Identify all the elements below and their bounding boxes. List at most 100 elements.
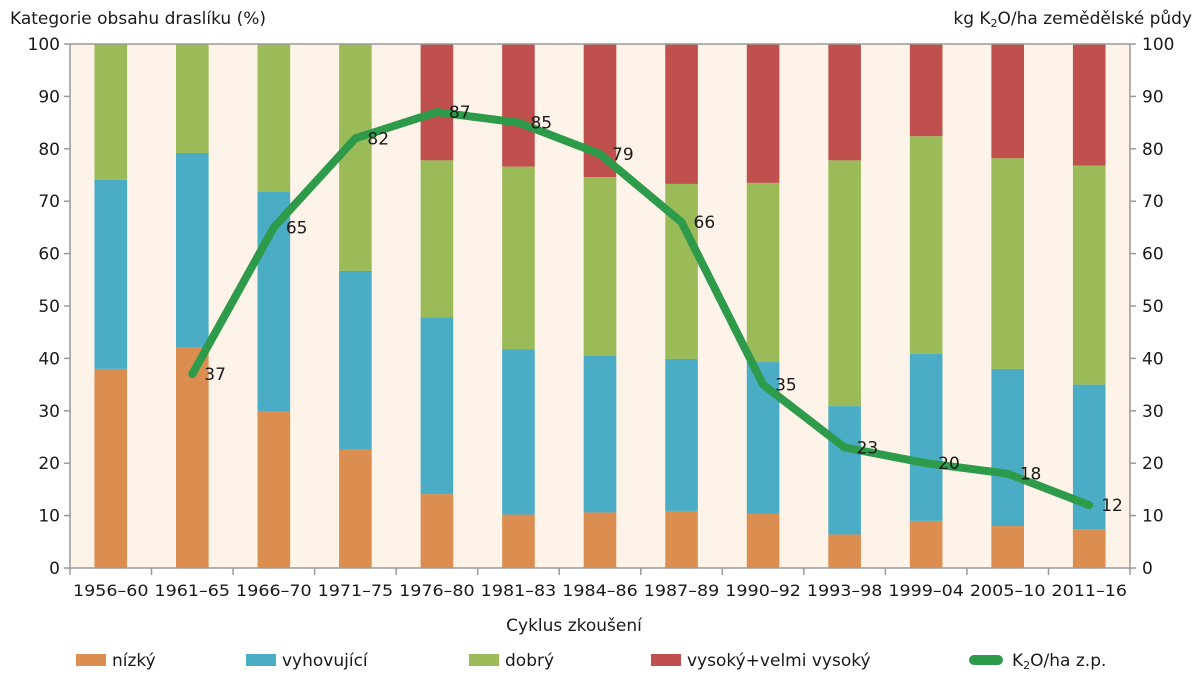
bar-segment-4 — [746, 44, 780, 183]
legend-item-4: vysoký+velmi vysoký — [651, 651, 871, 671]
bar-segment-4 — [420, 44, 454, 161]
k2o-data-label: 66 — [694, 213, 716, 233]
bar-segment-4 — [1072, 44, 1106, 166]
bar-segment-1 — [94, 368, 128, 568]
bar-segment-3 — [1072, 165, 1106, 385]
bar-segment-3 — [257, 44, 291, 192]
x-tick-label: 1984–86 — [562, 581, 638, 600]
y-tick-label-right: 90 — [1142, 87, 1164, 107]
bar-segment-3 — [339, 44, 372, 271]
legend-swatch — [651, 654, 681, 666]
y-tick-label-left: 80 — [38, 140, 60, 160]
bar-segment-2 — [991, 368, 1024, 527]
k2o-data-label: 85 — [530, 114, 552, 134]
k2o-data-label: 35 — [775, 376, 797, 396]
x-tick-label: 1981–83 — [481, 581, 557, 600]
x-tick-label: 1956–60 — [73, 581, 149, 600]
bar-segment-2 — [909, 353, 943, 521]
legend-label: nízký — [112, 651, 156, 671]
legend-label: dobrý — [505, 651, 554, 671]
bar-segment-1 — [665, 510, 698, 568]
bar-segment-3 — [420, 160, 454, 318]
y-tick-label-right: 40 — [1142, 349, 1164, 369]
y-tick-label-right: 60 — [1142, 245, 1164, 265]
bar-segment-3 — [991, 158, 1024, 369]
x-tick-label: 1999–04 — [888, 581, 964, 600]
y-tick-label-left: 30 — [38, 402, 60, 422]
labels-layer: 0 0 10 10 20 20 30 30 40 40 50 50 60 60 70 70 80 80 90 90 10… — [28, 35, 1175, 600]
k2o-data-label: 79 — [612, 145, 634, 165]
legend-label: K2O/ha z.p. — [1012, 651, 1106, 672]
k2o-data-label: 20 — [938, 454, 960, 474]
y-axis-right-title: kg K2O/ha zemědělské půdy — [953, 9, 1192, 30]
y-tick-label-right: 0 — [1142, 559, 1153, 579]
bar-segment-1 — [828, 534, 861, 568]
bar-segment-2 — [502, 349, 535, 515]
bar-segment-3 — [176, 44, 209, 153]
legend-item-2: vyhovující — [246, 651, 369, 671]
x-axis-title: Cyklus zkoušení — [506, 616, 643, 636]
k2o-data-label: 23 — [857, 438, 879, 458]
y-tick-label-left: 50 — [38, 297, 60, 317]
y-tick-label-right: 10 — [1142, 507, 1164, 527]
y-tick-label-left: 20 — [38, 454, 60, 474]
bar-segment-2 — [94, 179, 128, 369]
y-tick-label-right: 100 — [1142, 35, 1174, 55]
bar-segment-1 — [909, 520, 943, 568]
x-tick-label: 2011–16 — [1051, 581, 1127, 600]
y-tick-label-left: 60 — [38, 245, 60, 265]
bar-segment-3 — [746, 182, 780, 363]
y-tick-label-right: 20 — [1142, 454, 1164, 474]
k2o-data-label: 37 — [204, 365, 226, 385]
k2o-data-label: 87 — [449, 103, 471, 123]
bar-segment-1 — [176, 347, 209, 568]
bar-segment-4 — [828, 44, 861, 161]
y-tick-label-right: 30 — [1142, 402, 1164, 422]
bar-segment-1 — [502, 514, 535, 568]
y-tick-label-left: 40 — [38, 349, 60, 369]
k2o-data-label: 18 — [1020, 465, 1042, 485]
x-tick-label: 1990–92 — [725, 581, 801, 600]
legend-label: vyhovující — [282, 651, 369, 671]
k2o-data-label: 82 — [367, 129, 389, 149]
bar-segment-2 — [828, 406, 861, 535]
legend-item-3: dobrý — [469, 651, 554, 671]
k2o-data-label: 65 — [286, 218, 308, 238]
y-tick-label-left: 90 — [38, 87, 60, 107]
bar-segment-4 — [991, 44, 1024, 159]
bar-segment-2 — [665, 358, 698, 511]
x-tick-label: 1993–98 — [807, 581, 883, 600]
bar-segment-1 — [583, 512, 617, 568]
axes-layer — [64, 43, 1136, 575]
y-tick-label-right: 80 — [1142, 140, 1164, 160]
legend-swatch — [76, 654, 106, 666]
bar-segment-2 — [420, 317, 454, 495]
x-tick-label: 1961–65 — [155, 581, 231, 600]
x-tick-label: 1971–75 — [318, 581, 394, 600]
x-tick-label: 1987–89 — [644, 581, 720, 600]
x-tick-label: 1966–70 — [236, 581, 312, 600]
bar-segment-4 — [909, 44, 943, 137]
bars-layer — [94, 44, 1106, 568]
bar-segment-1 — [420, 494, 454, 568]
legend-swatch — [246, 654, 276, 666]
y-axis-left-title: Kategorie obsahu draslíku (%) — [10, 9, 266, 29]
bar-segment-3 — [94, 44, 128, 180]
k2o-data-label: 12 — [1101, 496, 1123, 516]
bar-segment-1 — [257, 411, 291, 568]
y-tick-label-right: 70 — [1142, 192, 1164, 212]
bar-segment-3 — [909, 136, 943, 354]
y-tick-label-left: 100 — [28, 35, 60, 55]
y-tick-label-left: 70 — [38, 192, 60, 212]
bar-segment-3 — [502, 166, 535, 350]
legend-item-1: nízký — [76, 651, 156, 671]
bar-segment-3 — [583, 177, 617, 356]
bar-segment-1 — [746, 513, 780, 568]
legend: nízký vyhovující dobrý vysoký+velmi vysoký K… — [76, 651, 1106, 672]
bar-segment-2 — [583, 355, 617, 513]
legend-item-line: K2O/ha z.p. — [969, 651, 1106, 672]
bar-segment-1 — [991, 526, 1024, 568]
k2o-line — [188, 108, 1094, 510]
bar-segment-1 — [1072, 529, 1106, 568]
